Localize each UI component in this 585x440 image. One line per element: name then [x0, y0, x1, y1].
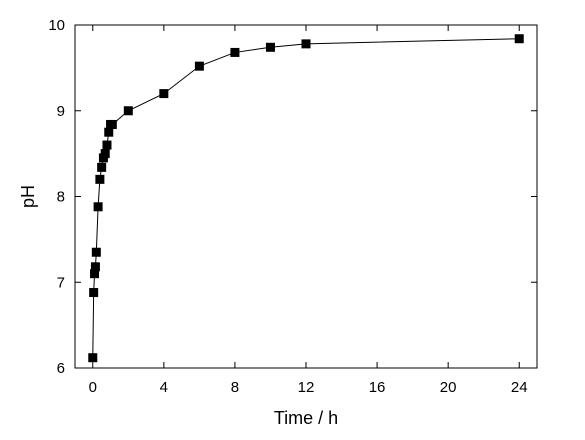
data-point	[230, 47, 240, 57]
data-point	[91, 247, 101, 257]
data-point	[100, 149, 110, 159]
data-point	[123, 106, 133, 116]
data-point	[89, 288, 99, 298]
x-tick-label: 12	[298, 379, 315, 396]
x-tick-label: 0	[89, 379, 97, 396]
y-tick-label: 7	[57, 274, 65, 291]
y-tick-label: 6	[57, 360, 65, 377]
data-point	[265, 42, 275, 52]
data-point	[97, 162, 107, 172]
plot-border	[74, 24, 538, 369]
data-point	[102, 140, 112, 150]
y-tick-label: 10	[48, 17, 65, 34]
x-tick-label: 16	[369, 379, 386, 396]
data-point	[90, 262, 100, 272]
x-tick-label: 20	[440, 379, 457, 396]
x-axis-title: Time / h	[274, 408, 338, 428]
x-tick-label: 8	[231, 379, 239, 396]
plot-frame	[74, 24, 538, 369]
data-point	[301, 39, 311, 49]
data-point	[194, 61, 204, 71]
y-axis: 6 7 8 9 10	[48, 17, 537, 377]
data-point	[95, 174, 105, 184]
series-line	[92, 38, 520, 358]
data-point	[88, 353, 98, 363]
y-tick-label: 8	[57, 189, 65, 206]
data-point	[93, 202, 103, 212]
data-point	[90, 269, 100, 279]
series-layer	[88, 34, 524, 363]
data-point	[107, 119, 117, 129]
data-point	[514, 34, 524, 44]
data-point	[159, 89, 169, 99]
data-point	[104, 127, 114, 137]
y-axis-title: pH	[18, 185, 38, 208]
y-tick-label: 9	[57, 103, 65, 120]
x-tick-label: 4	[160, 379, 168, 396]
x-tick-label: 24	[511, 379, 528, 396]
x-axis: 0 4 8 12 16 20 24	[89, 25, 528, 396]
